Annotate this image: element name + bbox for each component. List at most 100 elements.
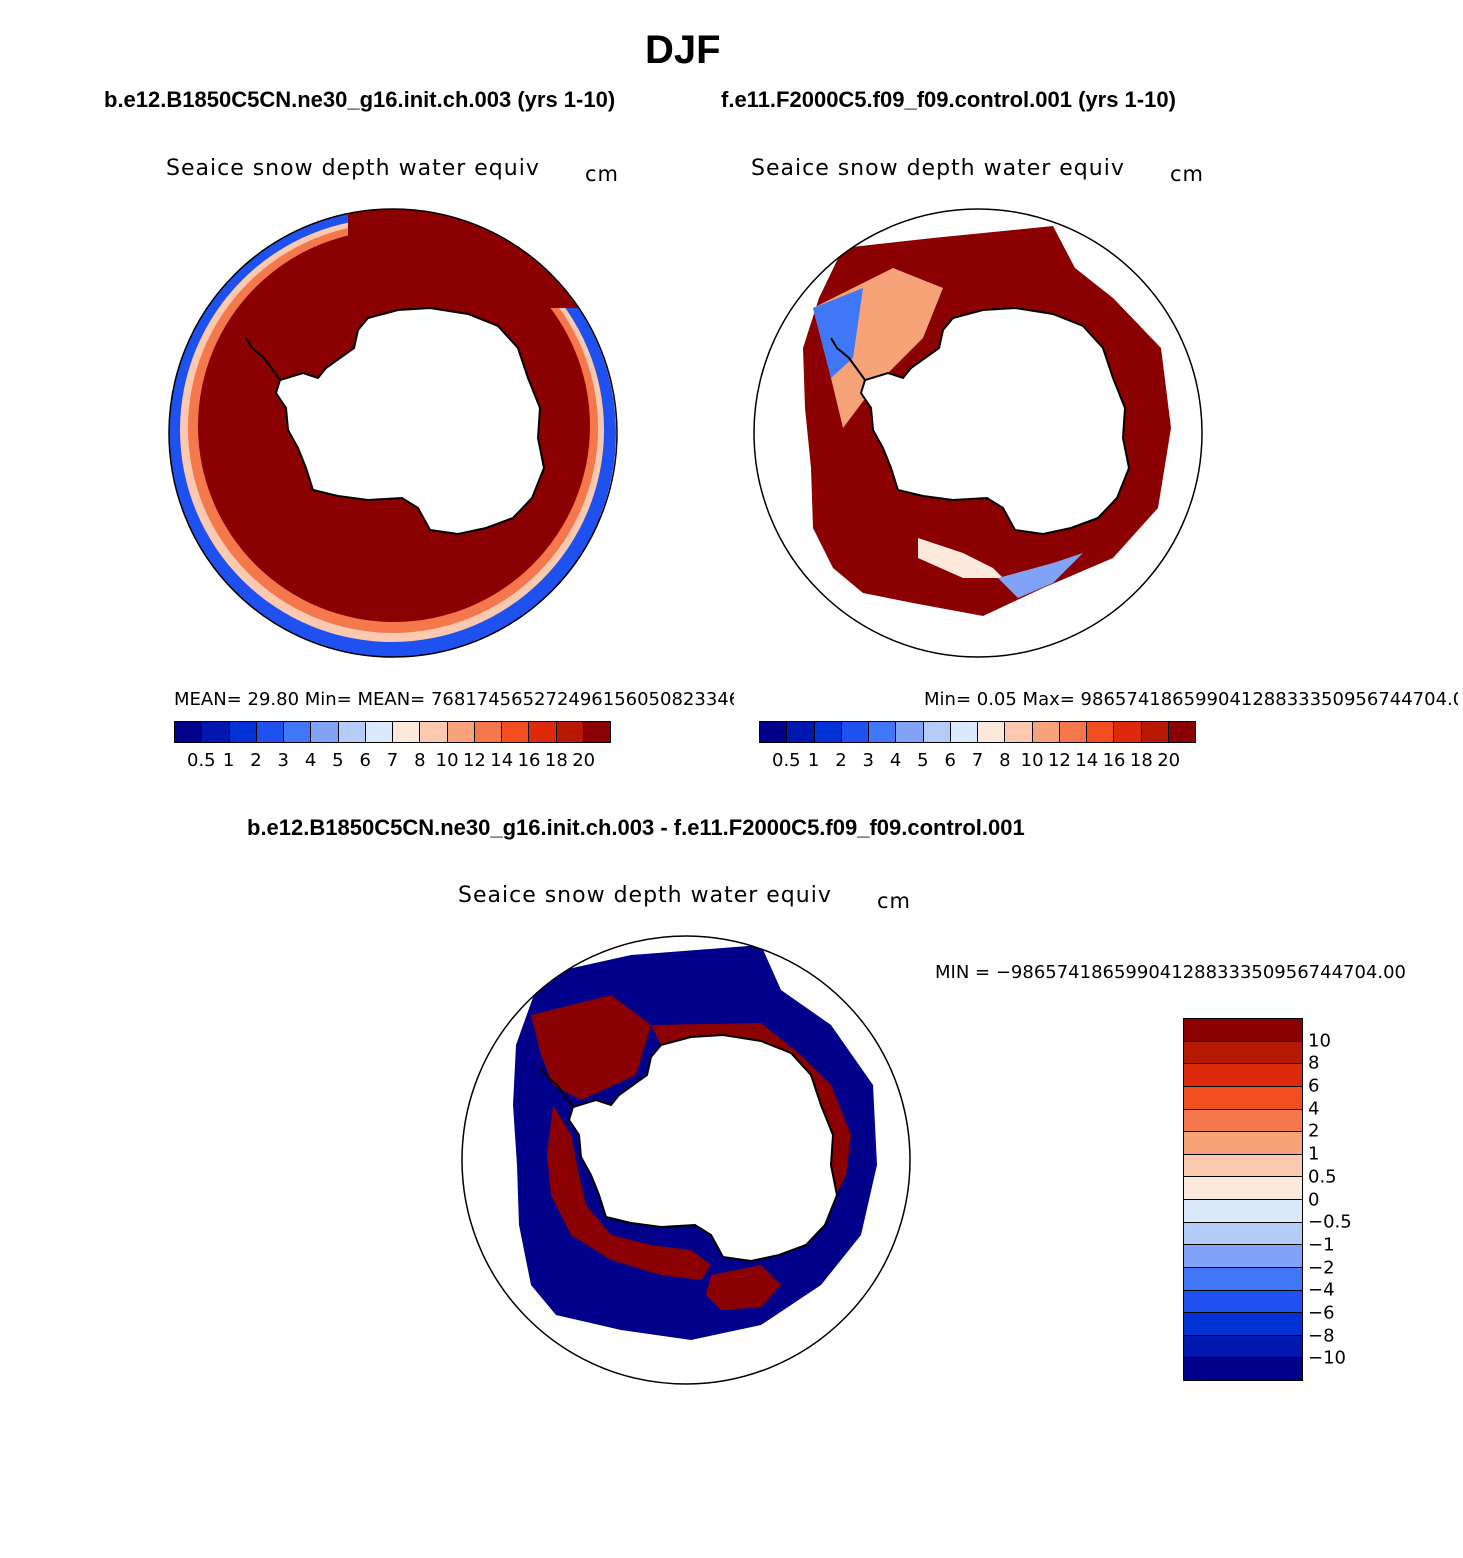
diff-map-outline [461,935,911,1385]
diff-colorbar-box [1184,1019,1302,1042]
right-stats: Min= 0.05 Max= 9865741865990412883335095… [924,689,1458,710]
left-map-outline [168,208,618,658]
right-colorbar-box [1141,722,1169,742]
left-colorbar-box [529,722,557,742]
diff-colorbar-tick-label: −4 [1308,1279,1335,1301]
left-colorbar-tick-label: 0.5 [186,750,216,771]
right-colorbar-tick-label: 20 [1157,750,1181,771]
right-colorbar-box [1114,722,1142,742]
right-colorbar-box [869,722,897,742]
left-colorbar-box [447,722,475,742]
left-colorbar-tick-label: 10 [435,750,459,771]
left-colorbar-tick-label: 20 [572,750,596,771]
right-colorbar-box [841,722,869,742]
diff-colorbar-box [1184,1267,1302,1291]
diff-polar-map [461,935,911,1385]
diff-colorbar-tick-label: 1 [1308,1143,1320,1165]
right-colorbar-box [896,722,924,742]
right-colorbar-box [978,722,1006,742]
diff-colorbar-tick-label: 8 [1308,1052,1320,1074]
right-colorbar-tick-label: 2 [835,750,847,771]
left-colorbar-ticks: 0.5 1 2 3 4 5 6 7 8 10 12 14 16 18 20 [174,750,611,774]
left-peninsula [245,337,281,381]
diff-colorbar-tick-label: 0.5 [1308,1166,1337,1188]
diff-min-label: MIN = −98657418659904128833350956744704.… [935,962,1407,983]
diff-colorbar-tick-label: −6 [1308,1302,1335,1324]
diff-colorbar-tick-label: 6 [1308,1075,1320,1097]
right-colorbar-tick-label: 16 [1102,750,1126,771]
right-colorbar-ticks: 0.5 1 2 3 4 5 6 7 8 10 12 14 16 18 20 [759,750,1196,774]
left-colorbar-box [474,722,502,742]
right-colorbar-box [950,722,978,742]
left-colorbar-tick-label: 7 [386,750,399,771]
left-colorbar-box [583,722,610,742]
diff-colorbar-box [1184,1041,1302,1065]
right-colorbar-tick-label: 10 [1020,750,1044,771]
left-colorbar [174,721,611,743]
diff-colorbar-box [1184,1132,1302,1155]
left-colorbar-box [311,722,339,742]
diff-peninsula-positive [531,995,651,1100]
left-colorbar-tick-label: 5 [332,750,344,771]
diff-variable-label: Seaice snow depth water equiv [458,883,832,908]
right-colorbar-tick-label: 1 [807,750,820,771]
diff-units-label: cm [877,889,912,913]
right-colorbar-box [787,722,815,742]
left-units-label: cm [585,162,620,186]
right-colorbar-tick-label: 6 [944,750,956,771]
right-colorbar [759,721,1196,743]
right-colorbar-tick-label: 5 [917,750,929,771]
diff-colorbar-box [1184,1064,1302,1087]
diff-colorbar-box [1184,1222,1302,1246]
right-colorbar-box [1059,722,1087,742]
diff-colorbar-tick-label: −10 [1308,1347,1346,1369]
left-colorbar-box [420,722,448,742]
diff-colorbar-box [1184,1109,1302,1133]
diff-colorbar-box [1184,1335,1302,1359]
diff-colorbar-box [1184,1086,1302,1110]
left-antarctica-land [274,306,546,536]
diff-colorbar-box [1184,1177,1302,1200]
left-colorbar-tick-label: 14 [490,750,514,771]
diff-colorbar-box [1184,1245,1302,1268]
left-colorbar-tick-label: 4 [304,750,317,771]
left-stats: MEAN= 29.80 Min= MEAN= 76817456527249615… [174,689,734,710]
diff-colorbar-tick-label: −2 [1308,1257,1335,1279]
diff-colorbar-tick-label: −1 [1308,1234,1335,1256]
left-colorbar-box [338,722,366,742]
left-colorbar-tick-label: 16 [517,750,541,771]
left-colorbar-box [202,722,230,742]
right-colorbar-box [923,722,951,742]
right-colorbar-tick-label: 3 [862,750,874,771]
diff-antarctica-land [567,1033,839,1263]
left-colorbar-tick-label: 18 [544,750,568,771]
diff-colorbar-tick-label: 10 [1308,1030,1331,1052]
left-colorbar-tick-label: 8 [414,750,426,771]
left-colorbar-tick-label: 6 [359,750,371,771]
left-colorbar-tick-label: 12 [462,750,486,771]
diff-colorbar-box [1184,1154,1302,1178]
diff-title: b.e12.B1850C5CN.ne30_g16.init.ch.003 - f… [247,815,1025,840]
left-colorbar-tick-label: 3 [277,750,289,771]
left-colorbar-tick-label: 1 [222,750,235,771]
diff-colorbar-box [1184,1200,1302,1223]
diff-colorbar-tick-label: −0.5 [1308,1211,1352,1233]
right-colorbar-box [1005,722,1033,742]
left-colorbar-box [365,722,393,742]
right-colorbar-tick-label: 18 [1129,750,1153,771]
diff-colorbar-ticks: 10 8 6 4 2 1 0.5 0 −0.5 −1 −2 −4 −6 −8 −10 [1308,1018,1428,1381]
diff-colorbar-box [1184,1290,1302,1314]
figure-title: DJF [645,28,721,72]
diff-colorbar-box [1184,1313,1302,1336]
diff-colorbar-tick-label: 4 [1308,1098,1320,1120]
right-variable-label: Seaice snow depth water equiv [751,156,1125,181]
right-colorbar-tick-label: 4 [889,750,902,771]
left-colorbar-box [556,722,584,742]
left-colorbar-box [256,722,284,742]
right-colorbar-tick-label: 8 [999,750,1011,771]
right-colorbar-box [814,722,842,742]
right-colorbar-box [1087,722,1115,742]
left-colorbar-box [393,722,421,742]
right-colorbar-box [760,722,788,742]
left-colorbar-box [229,722,257,742]
